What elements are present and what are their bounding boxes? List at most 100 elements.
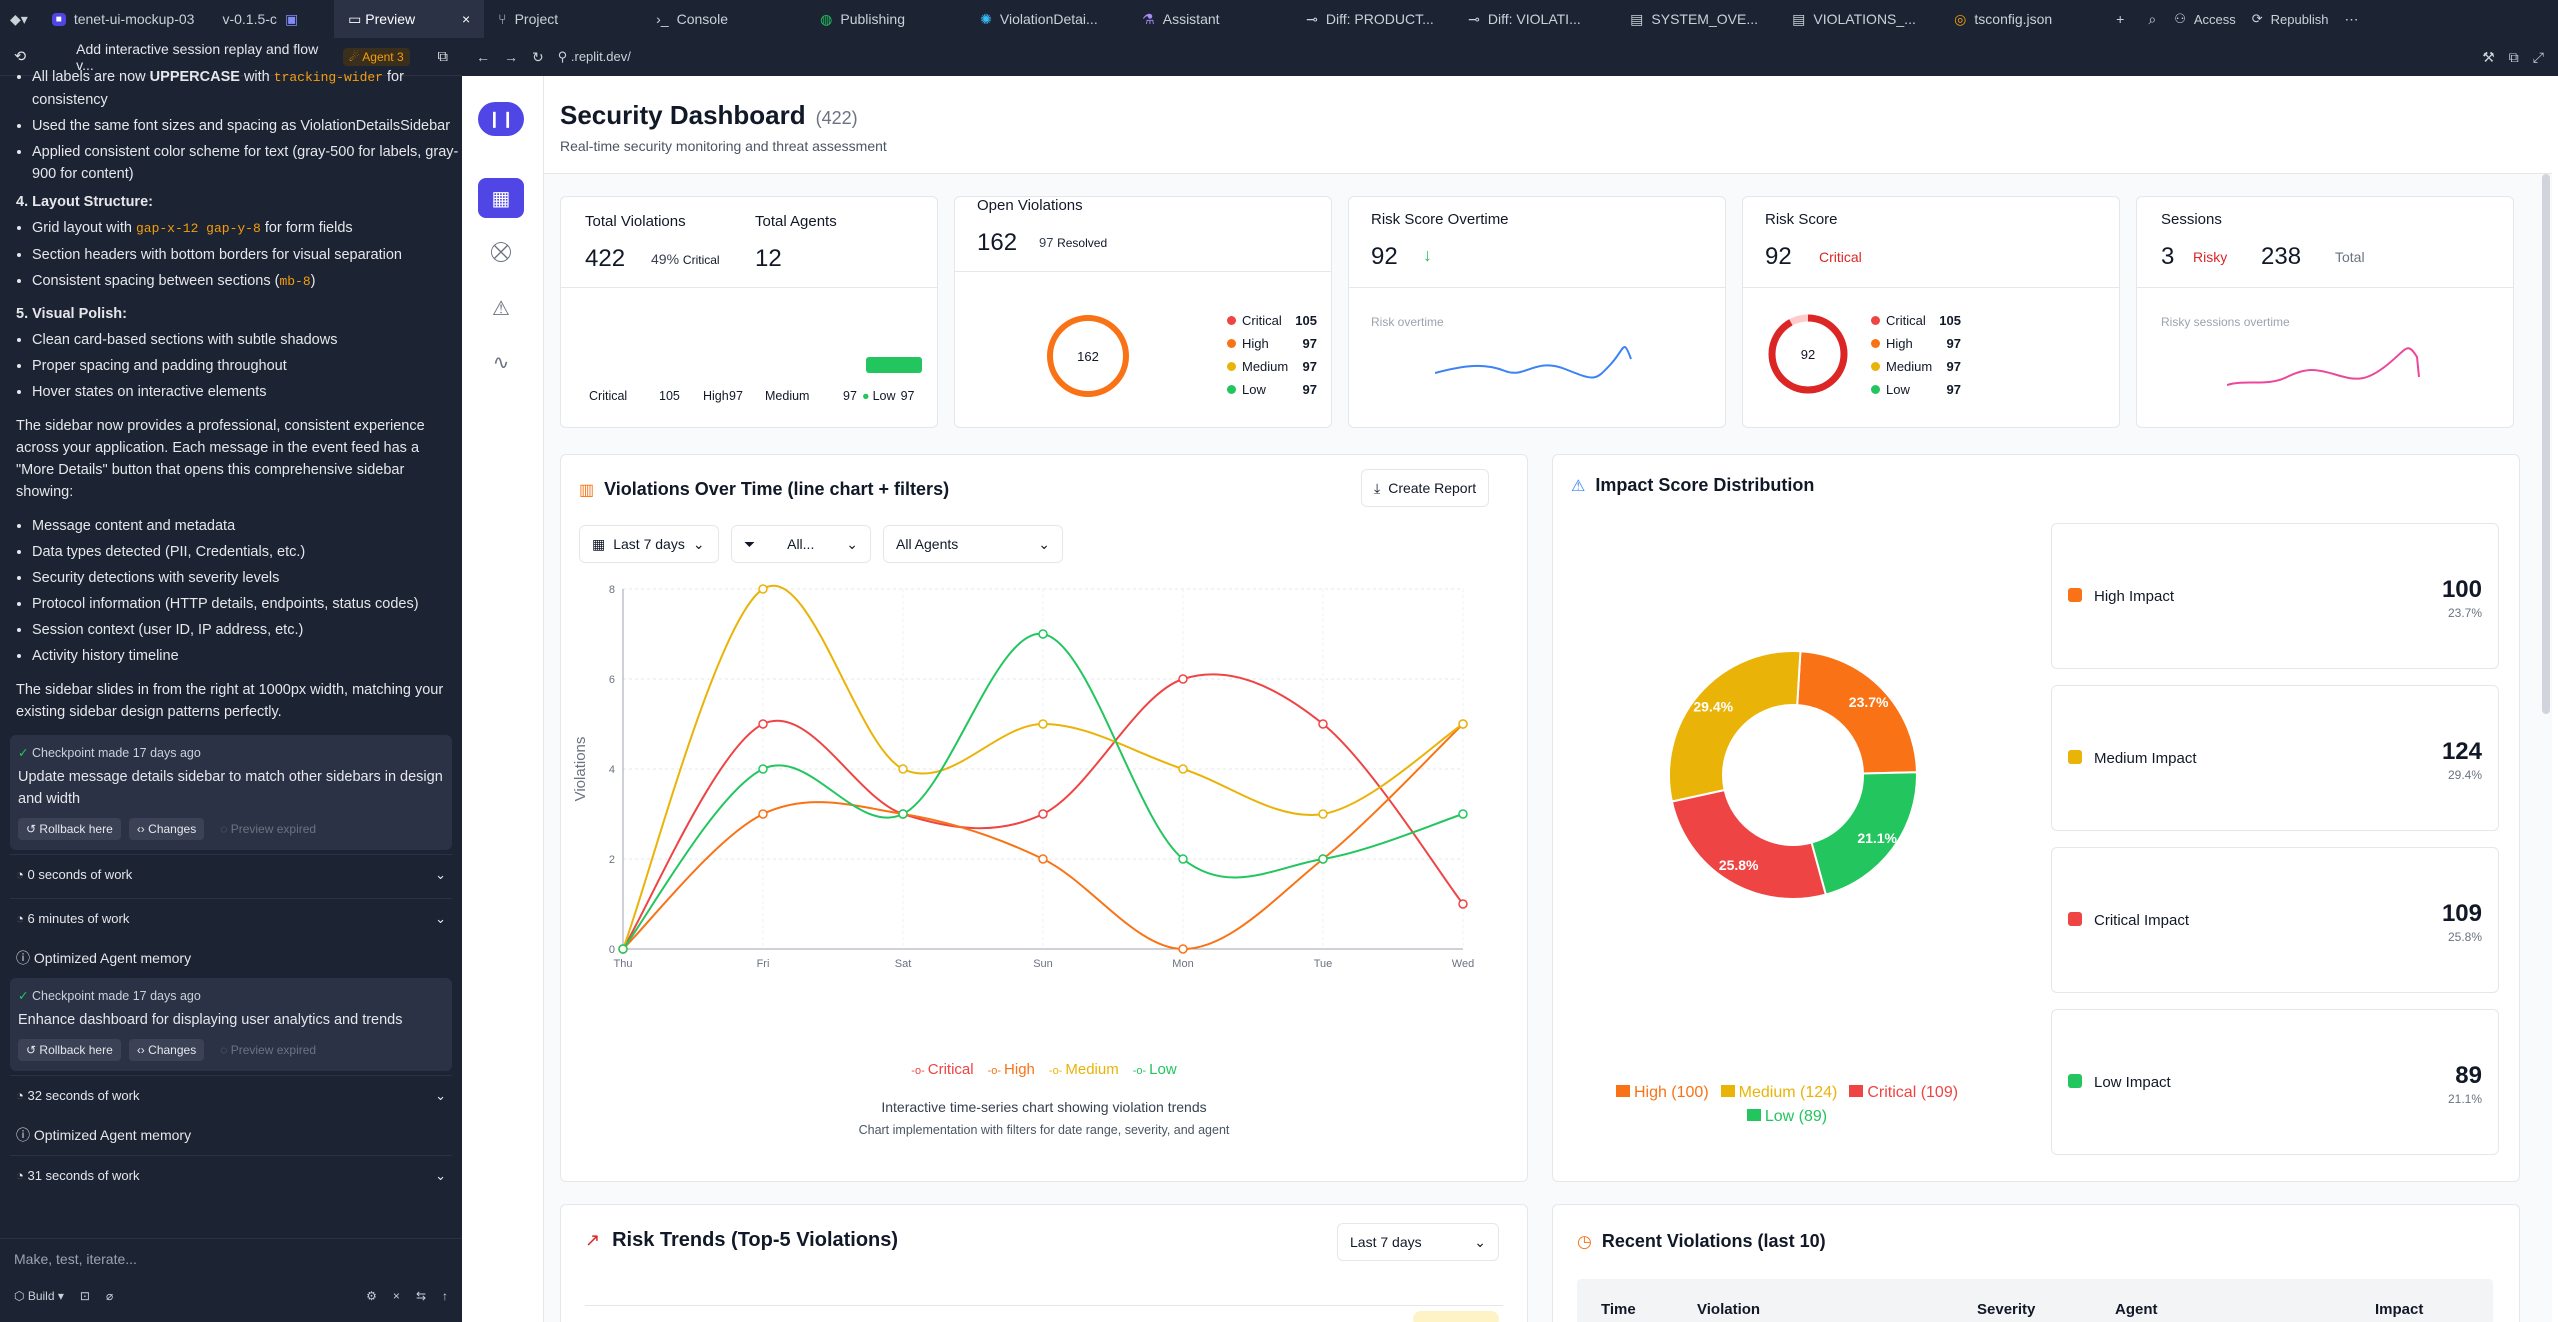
work-summary[interactable]: ◔ 0 seconds of work ⌄ — [10, 854, 452, 894]
slice-label: 21.1% — [1857, 830, 1897, 846]
violations-line-chart[interactable]: 0 2 4 6 8 Thu Fri Sat Sun Mon Tue Wed Violations — [561, 571, 1527, 1041]
slice-label: 29.4% — [1693, 699, 1733, 715]
checkpoint-card: ✓ Checkpoint made 17 days ago Enhance da… — [10, 978, 452, 1071]
legend-item[interactable]: -o- Critical — [911, 1061, 974, 1078]
status-chip — [1413, 1311, 1499, 1322]
legend-swatch-icon — [1720, 1085, 1735, 1097]
url-input[interactable]: ⚲ .replit.dev/ — [557, 49, 631, 64]
close-icon[interactable]: × — [392, 1289, 400, 1303]
version-label[interactable]: v-0.1.5-c ▣ — [222, 10, 299, 28]
tab-project[interactable]: ⑂ Project — [498, 11, 559, 27]
new-tab-button[interactable]: + — [2116, 11, 2125, 27]
list-item: Grid layout with gap-x-12 gap-y-8 for fo… — [32, 217, 462, 240]
sessions-card[interactable]: Sessions 3 Risky 238 Total Risky session… — [2136, 196, 2514, 428]
tab-violation-details[interactable]: ✺ ViolationDetai... — [980, 10, 1098, 28]
work-summary[interactable]: ◔ 6 minutes of work ⌄ — [10, 898, 452, 938]
impact-pct: 23.7% — [2447, 606, 2482, 620]
alert-icon[interactable]: ⚠ — [492, 297, 510, 320]
work-summary[interactable]: ◔ 32 seconds of work ⌄ — [10, 1075, 452, 1115]
rollback-button[interactable]: ↺ Rollback here — [18, 818, 121, 840]
assistant-icon: ⚗ — [1142, 10, 1155, 27]
tab-preview[interactable]: ▭ Preview × — [334, 0, 485, 38]
more-icon[interactable]: ⋯ — [2344, 10, 2359, 27]
work-icon: ◔ — [16, 911, 24, 926]
new-chat-icon[interactable]: ⧉ — [437, 48, 448, 65]
forward-icon[interactable]: → — [504, 49, 518, 65]
screenshot-icon[interactable]: ⊡ — [79, 1289, 90, 1303]
total-violations-card[interactable]: Total Violations Total Agents 422 49% Cr… — [560, 196, 938, 428]
tab-diff-violations[interactable]: ⊸ Diff: VIOLATI... — [1468, 10, 1581, 28]
risk-date-select[interactable]: Last 7 days ⌄ — [1337, 1223, 1499, 1261]
create-report-button[interactable]: ⤓ Create Report — [1361, 469, 1490, 507]
new-window-icon[interactable]: ⧉ — [2508, 48, 2519, 65]
activity-icon[interactable]: ∿ — [492, 351, 510, 374]
legend-item[interactable]: Medium (124) — [1720, 1084, 1837, 1101]
tab-violations-file[interactable]: ▤ VIOLATIONS_... — [1792, 10, 1916, 28]
legend-item[interactable]: -o- High — [987, 1061, 1035, 1078]
section-title: Recent Violations (last 10) — [1601, 1231, 1826, 1251]
risk-score-overtime-card[interactable]: Risk Score Overtime 92 ↓ Risk overtime — [1348, 196, 1726, 428]
spy-icon[interactable]: ⛒ — [490, 240, 512, 263]
legend-item[interactable]: High (100) — [1615, 1084, 1709, 1101]
checkpoint-message: Enhance dashboard for displaying user an… — [18, 1012, 403, 1028]
close-icon[interactable]: × — [461, 11, 471, 27]
fullscreen-icon[interactable]: ⤢ — [2532, 48, 2544, 65]
info-icon: ⓘ — [16, 950, 30, 966]
rollback-button[interactable]: ↺ Rollback here — [18, 1039, 121, 1061]
code-icon: ‹› — [136, 822, 145, 836]
dashboard-icon[interactable]: ▦ — [478, 178, 524, 218]
data-point — [618, 944, 628, 954]
settings-icon[interactable]: ⚙ — [366, 1289, 377, 1303]
search-icon[interactable]: ⌕ — [2148, 10, 2157, 27]
legend-item[interactable]: Low (89) — [1746, 1108, 1827, 1125]
legend-item[interactable]: Critical (109) — [1849, 1084, 1958, 1101]
tab-console[interactable]: ›_ Console — [656, 11, 728, 27]
tab-diff-product[interactable]: ⊸ Diff: PRODUCT... — [1306, 10, 1434, 28]
project-name[interactable]: ■ tenet-ui-mockup-03 — [38, 0, 209, 38]
line-marker-icon: -o- — [911, 1065, 925, 1077]
tab-system-overview[interactable]: ▤ SYSTEM_OVE... — [1630, 10, 1758, 28]
impact-row[interactable]: High Impact 100 23.7% — [2051, 523, 2499, 669]
back-icon[interactable]: ← — [476, 49, 490, 65]
reload-icon[interactable]: ↻ — [532, 48, 544, 65]
col-header: Violation — [1697, 1301, 1761, 1318]
git-icon: ⑂ — [498, 11, 507, 27]
access-button[interactable]: ⚇ Access — [2174, 11, 2236, 27]
agent-filter-select[interactable]: All Agents ⌄ — [883, 525, 1063, 563]
impact-donut-chart[interactable]: 23.7% 21.1% 25.8% 29.4% — [1663, 645, 1923, 905]
send-icon[interactable]: ↑ — [442, 1289, 448, 1303]
y-tick-label: 8 — [609, 584, 615, 596]
impact-row[interactable]: Medium Impact 124 29.4% — [2051, 685, 2499, 831]
history-icon[interactable]: ⟲ — [14, 48, 27, 65]
impact-row[interactable]: Critical Impact 109 25.8% — [2051, 847, 2499, 993]
legend-swatch-icon — [1746, 1109, 1761, 1121]
republish-button[interactable]: ⟳ Republish — [2251, 11, 2329, 27]
build-mode-button[interactable]: ⬡ Build ▾ — [14, 1289, 64, 1303]
chevron-down-icon: ⌄ — [692, 535, 705, 552]
scrollbar[interactable] — [2542, 174, 2550, 714]
impact-row[interactable]: Low Impact 89 21.1% — [2051, 1009, 2499, 1155]
work-summary[interactable]: ◔ 31 seconds of work ⌄ — [10, 1155, 452, 1195]
risk-score-card[interactable]: Risk Score 92 Critical 92 Critical 105 Hi… — [1742, 196, 2120, 428]
severity-filter-select[interactable]: ⏷ All... ⌄ — [731, 525, 871, 563]
legend-item[interactable]: -o- Low — [1132, 1061, 1177, 1078]
legend-item[interactable]: -o- Medium — [1048, 1061, 1119, 1078]
tab-tsconfig[interactable]: ◎ tsconfig.json — [1954, 10, 2053, 28]
attach-icon[interactable]: ⌀ — [105, 1289, 114, 1303]
workspace-menu[interactable]: ◆▾ — [0, 0, 38, 38]
chat-title: Add interactive session replay and flow … — [76, 40, 319, 73]
date-range-select[interactable]: ▦ Last 7 days ⌄ — [579, 525, 719, 563]
devtools-icon[interactable]: ⚒ — [2482, 48, 2495, 65]
chat-input[interactable]: Make, test, iterate... — [14, 1251, 137, 1267]
rollback-icon: ↺ — [26, 1043, 37, 1057]
line-marker-icon: -o- — [1048, 1065, 1063, 1077]
tab-assistant[interactable]: ⚗ Assistant — [1142, 10, 1220, 28]
tab-publishing[interactable]: ◍ Publishing — [820, 10, 905, 28]
col-header: Impact — [2375, 1301, 2424, 1318]
sliders-icon[interactable]: ⇆ — [415, 1289, 426, 1303]
data-point — [1038, 854, 1048, 864]
changes-button[interactable]: ‹› Changes — [128, 1039, 205, 1061]
changes-button[interactable]: ‹› Changes — [128, 818, 205, 840]
open-violations-card[interactable]: Open Violations 162 97 Resolved 162 Crit… — [954, 196, 1332, 428]
json-icon: ◎ — [1954, 10, 1967, 27]
